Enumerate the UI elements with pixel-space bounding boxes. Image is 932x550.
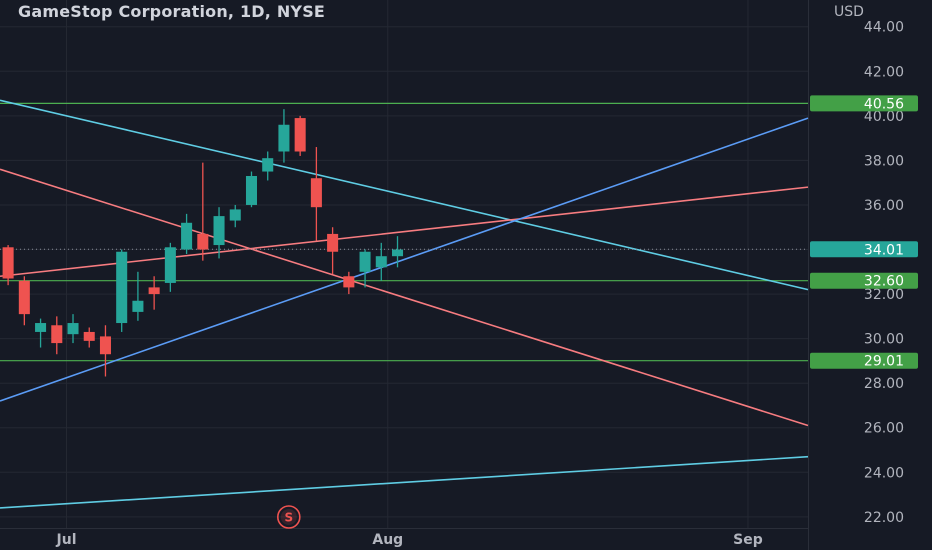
candle-up	[278, 109, 290, 163]
candle-body	[83, 331, 95, 341]
price-tag-bg	[810, 241, 918, 258]
candle-up	[67, 314, 79, 344]
candle-up	[229, 204, 241, 228]
current-price-tag: 34.01	[810, 241, 918, 258]
trendline	[0, 117, 809, 402]
candle-body	[35, 323, 47, 332]
event-marker-fill	[280, 509, 297, 525]
candle-body	[375, 256, 387, 268]
y-tick-label: 32.00	[864, 287, 904, 303]
level-price-tag: 40.56	[810, 95, 918, 112]
candle-up	[116, 249, 128, 332]
candle-body	[197, 233, 209, 250]
y-tick-label: 44.00	[864, 20, 904, 36]
candle-down	[51, 316, 63, 355]
candle-body	[18, 280, 30, 315]
price-tag-text: 29.01	[864, 354, 904, 370]
candle-body	[391, 249, 404, 257]
candle-body	[245, 176, 258, 205]
trendline	[0, 186, 809, 278]
event-marker-label: S	[284, 511, 293, 525]
y-tick-label: 38.00	[864, 153, 904, 169]
candle-down	[310, 147, 322, 241]
candle-body	[164, 247, 176, 283]
y-tick-label: 28.00	[864, 376, 904, 392]
candle-up	[181, 213, 193, 254]
candle-up	[35, 318, 47, 348]
candle-body	[132, 300, 144, 312]
candle-up	[213, 207, 225, 259]
candle-body	[294, 118, 306, 152]
candle-down	[83, 327, 95, 348]
candle-body	[229, 209, 241, 221]
level-price-tag: 29.01	[810, 352, 918, 370]
candle-body	[310, 178, 322, 208]
candle-up	[164, 242, 176, 292]
candle-body	[148, 287, 160, 295]
y-tick-label: 40.00	[864, 109, 904, 125]
candle-body	[181, 222, 193, 250]
candle-up	[375, 242, 387, 281]
price-tag-bg	[810, 272, 918, 289]
candle-up	[245, 171, 258, 208]
candle-down	[18, 276, 30, 326]
x-tick-label: Jul	[56, 532, 77, 548]
price-tag-bg	[810, 352, 918, 369]
candle-body	[99, 336, 111, 355]
level-price-tag: 32.60	[810, 272, 918, 290]
y-tick-label: 24.00	[864, 465, 904, 481]
price-tag-text: 32.60	[864, 274, 904, 290]
candle-body	[327, 233, 339, 252]
y-tick-label: 42.00	[864, 64, 904, 80]
candle-up	[262, 151, 274, 181]
candle-up	[359, 249, 371, 288]
y-tick-label: 36.00	[864, 198, 904, 214]
candle-down	[2, 245, 14, 286]
candle-down	[343, 271, 355, 295]
y-tick-label: 22.00	[864, 510, 904, 526]
trendline	[0, 168, 809, 427]
candle-body	[2, 247, 14, 279]
y-tick-label: 30.00	[864, 332, 904, 348]
event-marker-icon	[277, 505, 301, 529]
candle-body	[213, 216, 225, 246]
candle-down	[294, 115, 306, 156]
candle-down	[197, 162, 209, 261]
price-tag-bg	[810, 95, 918, 112]
candle-down	[99, 325, 111, 377]
candle-down	[327, 227, 339, 275]
candle-body	[51, 325, 63, 344]
currency-label: USD	[834, 4, 864, 20]
x-tick-label: Aug	[372, 532, 403, 548]
candle-down	[148, 276, 160, 310]
candle-up	[391, 236, 404, 268]
candle-body	[67, 323, 79, 335]
x-tick-label: Sep	[733, 532, 763, 548]
price-tag-text: 34.01	[864, 242, 904, 258]
y-tick-label: 26.00	[864, 421, 904, 437]
trendline	[0, 99, 809, 291]
chart-title: GameStop Corporation, 1D, NYSE	[18, 2, 326, 21]
candle-body	[278, 124, 290, 152]
candle-body	[359, 251, 371, 272]
price-tag-text: 40.56	[864, 96, 904, 112]
trendline	[0, 455, 809, 509]
candle-up	[132, 271, 144, 321]
candle-body	[343, 276, 355, 288]
candle-body	[262, 158, 274, 172]
candle-body	[116, 251, 128, 324]
